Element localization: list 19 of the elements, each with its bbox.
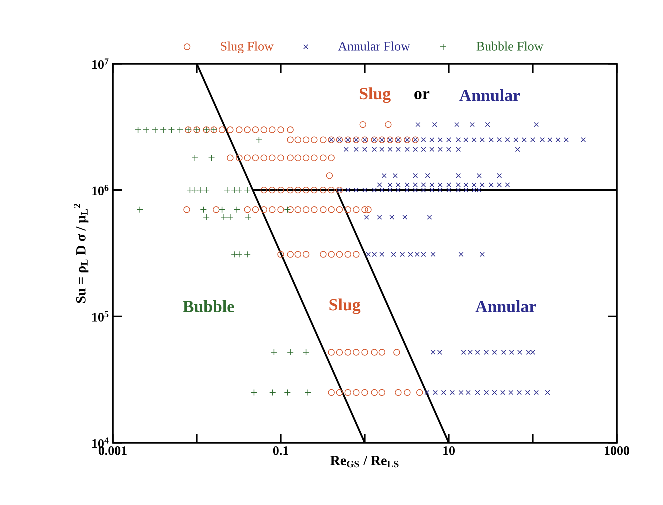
x-tick-label: 0.001: [98, 446, 127, 456]
legend-label: Bubble Flow: [476, 42, 544, 51]
legend-label: Annular Flow: [338, 42, 410, 51]
legend-label: Slug Flow: [221, 42, 274, 54]
x-tick-label: 0.1: [273, 446, 288, 456]
y-tick-label: 10$^{4}$: [92, 438, 109, 448]
annotation: Slug: [360, 88, 391, 104]
x-tick-label: 10: [444, 446, 455, 456]
y-tick-label: 10$^{6}$: [92, 185, 109, 196]
x-tick-label: 1000: [605, 446, 630, 456]
y-tick-label: 10$^{7}$: [92, 58, 109, 70]
annotation: or: [414, 91, 430, 100]
y-tick-label: 10$^{5}$: [92, 311, 109, 322]
y-axis-title: Su = ρ$_{L}$ D σ / μ$_{L}$2: [74, 204, 89, 304]
annotation: Annular: [460, 89, 520, 102]
annotation: Annular: [476, 300, 536, 313]
annotation: Slug: [330, 298, 361, 314]
annotation: Bubble: [183, 300, 234, 313]
x-axis-title: Re$_{GS}$ / Re$_{LS}$: [330, 456, 399, 468]
